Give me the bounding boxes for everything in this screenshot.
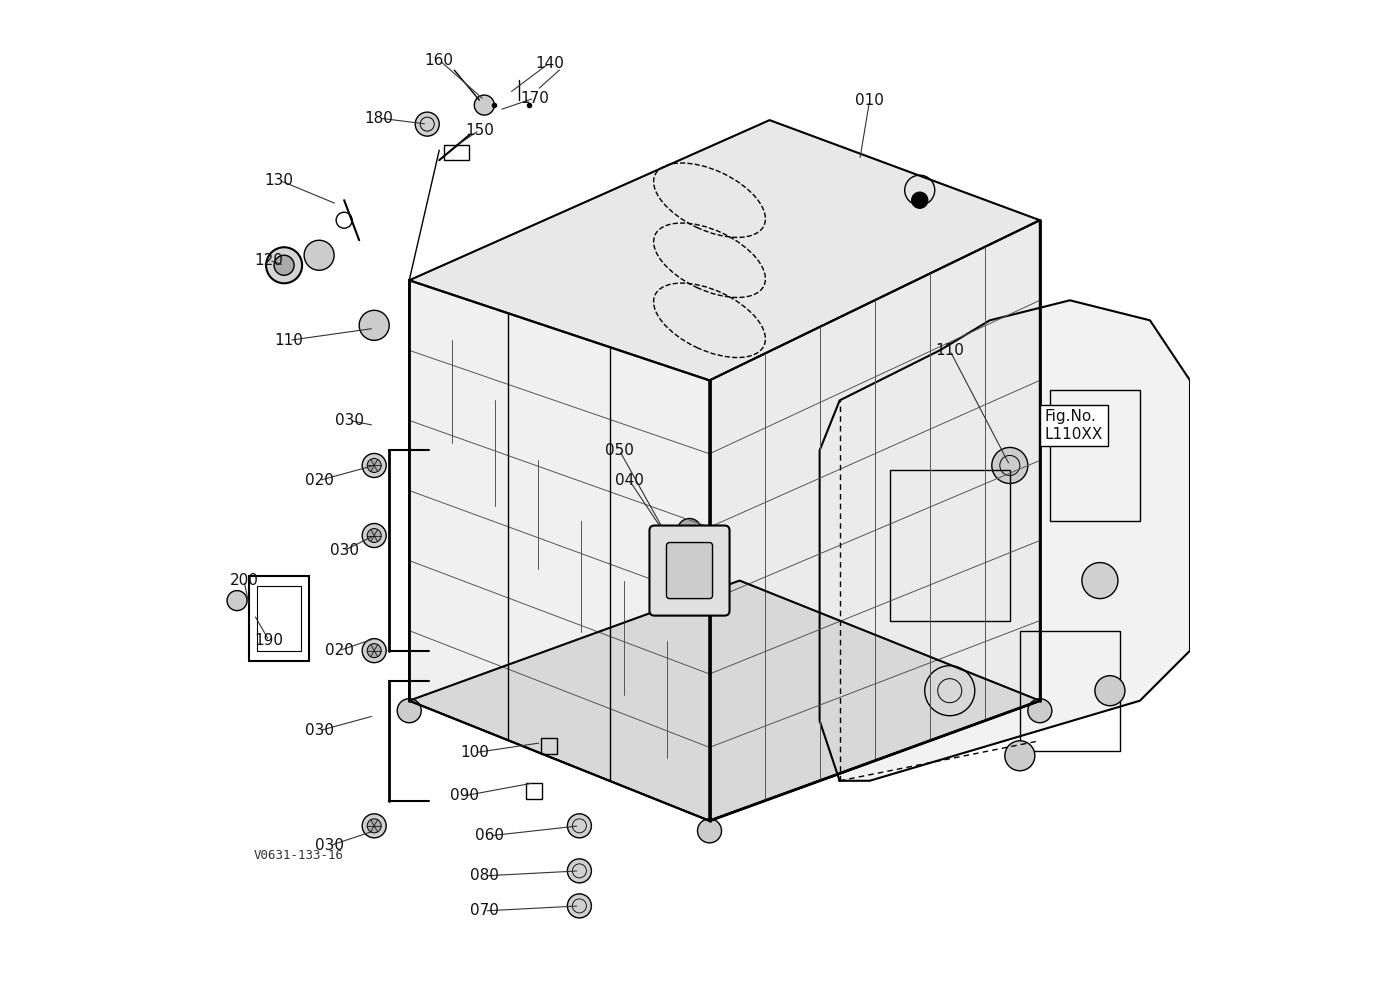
Text: 110: 110 — [935, 343, 964, 357]
Circle shape — [415, 112, 440, 136]
Circle shape — [367, 458, 381, 472]
Text: 080: 080 — [470, 869, 499, 883]
Circle shape — [1005, 741, 1034, 771]
Text: 050: 050 — [605, 443, 634, 457]
Circle shape — [1027, 699, 1052, 723]
Bar — [889, 470, 1009, 621]
Text: 130: 130 — [265, 173, 294, 187]
Bar — [542, 738, 557, 754]
Circle shape — [698, 819, 721, 843]
Circle shape — [305, 240, 334, 270]
Text: 060: 060 — [474, 829, 503, 843]
Circle shape — [274, 255, 294, 275]
Text: 170: 170 — [520, 91, 549, 105]
Text: 200: 200 — [230, 574, 258, 588]
Text: 110: 110 — [274, 333, 303, 347]
Bar — [1020, 631, 1120, 751]
Polygon shape — [410, 581, 1040, 821]
Circle shape — [363, 524, 386, 548]
Text: 090: 090 — [450, 789, 479, 803]
FancyBboxPatch shape — [666, 543, 713, 599]
Text: 190: 190 — [255, 634, 284, 648]
Bar — [256, 586, 301, 651]
Text: 030: 030 — [335, 413, 364, 427]
Circle shape — [677, 519, 702, 543]
Polygon shape — [410, 120, 1040, 380]
Circle shape — [363, 814, 386, 838]
Polygon shape — [710, 220, 1040, 821]
Text: 160: 160 — [425, 53, 454, 67]
Circle shape — [367, 644, 381, 658]
Circle shape — [1083, 563, 1118, 599]
Text: 150: 150 — [465, 123, 494, 137]
Text: 020: 020 — [324, 644, 353, 658]
Circle shape — [363, 453, 386, 477]
Circle shape — [359, 310, 389, 340]
Circle shape — [567, 814, 592, 838]
Text: 030: 030 — [330, 544, 359, 558]
Circle shape — [567, 894, 592, 918]
Circle shape — [397, 699, 421, 723]
Text: 100: 100 — [459, 746, 488, 760]
Text: 020: 020 — [305, 473, 334, 487]
Text: 120: 120 — [255, 253, 284, 267]
Text: V0631-133-16: V0631-133-16 — [254, 850, 345, 862]
Circle shape — [912, 192, 928, 208]
Bar — [1049, 390, 1140, 521]
Text: Fig.No.
L110XX: Fig.No. L110XX — [1045, 409, 1103, 441]
Text: 180: 180 — [365, 111, 393, 125]
Circle shape — [266, 247, 302, 283]
Text: 030: 030 — [314, 839, 343, 853]
Bar — [250, 576, 309, 661]
Circle shape — [1095, 676, 1125, 706]
Bar — [527, 783, 542, 799]
Circle shape — [228, 591, 247, 611]
Circle shape — [567, 859, 592, 883]
Polygon shape — [819, 300, 1190, 781]
Text: 010: 010 — [855, 93, 884, 107]
Text: 070: 070 — [470, 904, 499, 918]
Text: 140: 140 — [535, 56, 564, 70]
Circle shape — [474, 95, 494, 115]
Text: 040: 040 — [615, 473, 644, 487]
Bar — [444, 145, 469, 160]
Circle shape — [992, 447, 1027, 483]
Circle shape — [367, 819, 381, 833]
Text: 030: 030 — [305, 724, 334, 738]
Circle shape — [363, 639, 386, 663]
Polygon shape — [410, 280, 710, 821]
FancyBboxPatch shape — [650, 526, 729, 616]
Circle shape — [367, 529, 381, 543]
